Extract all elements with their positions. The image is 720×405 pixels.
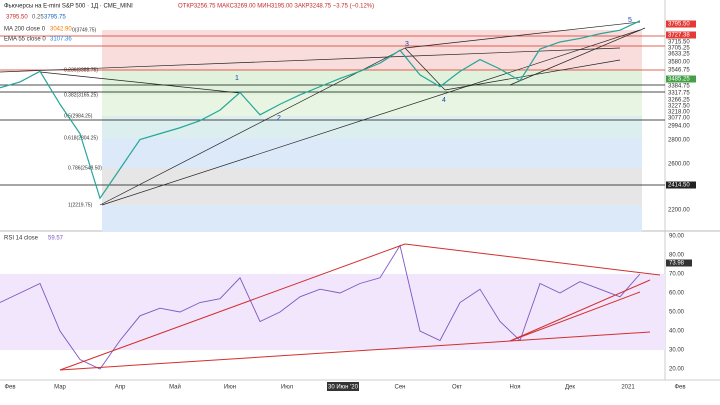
price-axis-label: 3795.50	[668, 22, 690, 28]
trend-line	[444, 59, 621, 91]
price-axis-label: 2200.00	[668, 208, 690, 214]
time-label: Сен	[395, 385, 406, 391]
price-axis-label: 3384.75	[668, 84, 690, 90]
price-axis-label: 3633.25	[668, 52, 690, 58]
price-axis-label: 2414.50	[668, 183, 690, 189]
wave-label: 5	[628, 17, 632, 24]
header-text: 3795.50	[6, 15, 28, 21]
rsi-trend	[509, 291, 641, 342]
price-axis-label: 3227.50	[668, 104, 690, 110]
rsi-axis-label: 70.00	[669, 272, 685, 278]
price-axis-label: 3485.25	[668, 77, 690, 83]
rsi-trend	[59, 243, 406, 371]
trend-line	[101, 29, 641, 206]
rsi-axis-label: 73.98	[669, 261, 685, 267]
price-axis-label: 3266.25	[668, 98, 690, 104]
trend-line	[99, 47, 406, 206]
fib-zone	[102, 30, 642, 70]
rsi-band	[0, 274, 665, 350]
price-tag	[666, 20, 696, 28]
rsi-axis-label: 80.00	[669, 253, 685, 259]
rsi-line	[0, 244, 641, 370]
rsi-axis-label: 20.00	[669, 367, 685, 373]
time-label: 2021	[621, 385, 635, 391]
header-text: MA 200 close 0	[4, 27, 46, 33]
header-text: EMA 55 close 0	[4, 37, 46, 43]
wave-label: 4	[442, 97, 446, 104]
rsi-trend	[59, 331, 651, 371]
price-axis-label: 3077.00	[668, 116, 690, 122]
fib-label: 0.786(2548.50)	[68, 165, 102, 171]
fib-zone	[102, 205, 642, 232]
fib-zone	[102, 168, 642, 205]
price-tag	[666, 181, 696, 189]
header-text: 3795.75	[44, 15, 66, 21]
trend-line	[404, 21, 641, 49]
price-axis-label: 3218.00	[668, 110, 690, 116]
header-text: ОТКР3256.75 МАКС3269.00 МИН3195.00 ЗАКР3…	[178, 4, 374, 10]
price-axis-label: 3705.25	[668, 46, 690, 52]
fib-label: 0(3749.75)	[72, 27, 97, 33]
price-tag	[666, 75, 696, 83]
header-text: 0.25	[32, 15, 44, 21]
time-label: Мар	[54, 385, 66, 391]
header-text: 3042.90	[50, 27, 72, 33]
rsi-value: 59.57	[48, 236, 64, 242]
fib-zone	[102, 138, 642, 168]
rsi-tag	[666, 259, 692, 267]
price-axis-label: 3715.50	[668, 40, 690, 46]
fib-label: 0.382(3165.25)	[64, 92, 98, 98]
rsi-axis-label: 50.00	[669, 310, 685, 316]
time-label: Апр	[115, 385, 126, 391]
fib-label: 0.5(2984.25)	[64, 113, 93, 119]
price-axis-label: 2600.00	[668, 162, 690, 168]
header-text: Фьючерсы на E-mini S&P 500 · 1Д · CME_MI…	[4, 4, 133, 10]
wave-label: 1	[235, 75, 239, 82]
time-label: Ноя	[510, 385, 521, 391]
time-label: Июл	[281, 385, 294, 391]
price-axis-label: 3317.75	[668, 91, 690, 97]
fib-label: 1(2219.75)	[68, 202, 93, 208]
time-label: Фев	[674, 385, 685, 391]
price-axis-label: 3546.75	[668, 68, 690, 74]
trend-line	[0, 47, 621, 73]
rsi-axis-label: 40.00	[669, 329, 685, 335]
time-label: Май	[169, 384, 181, 391]
rsi-trend	[509, 279, 651, 342]
trend-line	[39, 71, 241, 94]
wave-label: 2	[277, 115, 281, 122]
rsi-axis-label: 60.00	[669, 291, 685, 297]
price-axis-label: 2994.00	[668, 124, 690, 130]
wave-label: 3	[405, 41, 409, 48]
price-axis-label: 2800.00	[668, 138, 690, 144]
time-label: Фев	[4, 385, 15, 391]
price-line	[0, 20, 641, 200]
price-axis-label: 3580.00	[668, 60, 690, 66]
time-label: Дек	[565, 385, 575, 391]
header-text: 3107.36	[50, 37, 72, 43]
rsi-trend	[404, 243, 661, 276]
fib-zone	[102, 70, 642, 95]
time-tag	[327, 382, 359, 391]
rsi-axis-label: 30.00	[669, 348, 685, 354]
trend-line	[404, 47, 446, 91]
fib-zone	[102, 116, 642, 138]
price-tag	[666, 31, 696, 39]
rsi-axis-label: 90.00	[669, 234, 685, 240]
trend-line	[509, 27, 646, 86]
time-label: Окт	[452, 385, 462, 391]
time-label: Июн	[224, 385, 236, 391]
time-label: 30 Июн '20	[328, 385, 359, 391]
rsi-title: RSI 14 close	[4, 236, 39, 242]
fib-zone	[102, 95, 642, 116]
price-axis-label: 3727.38	[668, 33, 690, 39]
